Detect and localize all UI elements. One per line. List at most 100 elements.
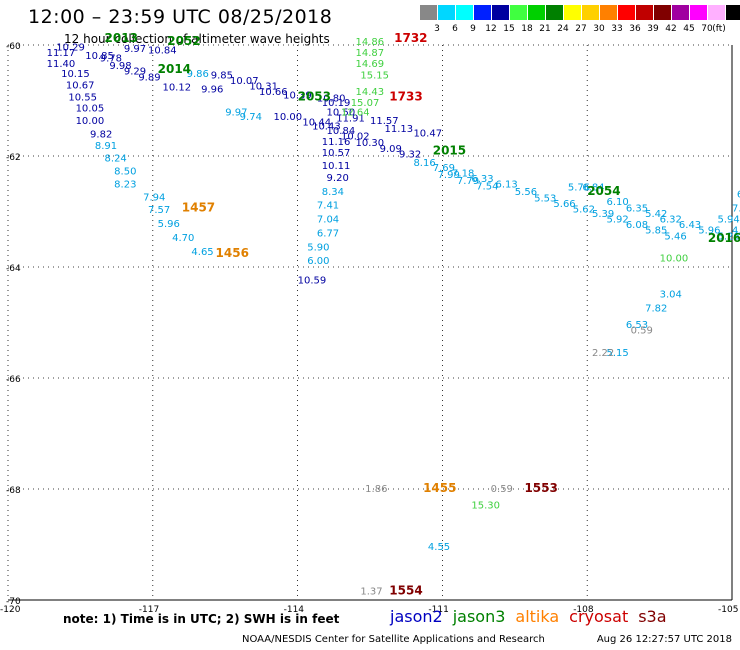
wave-height-value: 9.09 — [380, 144, 402, 155]
wave-height-value: 9.86 — [187, 69, 209, 80]
lon-label: -117 — [139, 605, 159, 615]
wave-height-value: 10.39 — [283, 90, 312, 101]
scale-label: 3 — [434, 24, 440, 34]
pass-id-label: 2016 — [708, 231, 740, 245]
wave-height-value: 6.84 — [582, 182, 604, 193]
scale-label: 33 — [611, 24, 623, 34]
wave-height-value: 10.55 — [68, 93, 97, 104]
wave-height-value: 5.56 — [515, 187, 537, 198]
wave-height-value: 10.84 — [327, 126, 356, 137]
scale-swatch — [708, 5, 725, 20]
wave-height-value: 11.16 — [322, 137, 351, 148]
wave-height-value: 10.15 — [61, 69, 90, 80]
wave-height-value: 6.10 — [607, 197, 629, 208]
wave-height-value: 8.23 — [114, 180, 136, 191]
wave-height-value: 11.17 — [47, 48, 76, 59]
wave-height-value: 10.80 — [317, 94, 346, 105]
wave-height-value: 4.65 — [191, 247, 213, 258]
pass-id-label: 2013 — [105, 31, 138, 45]
lon-label: -105 — [718, 605, 738, 615]
scale-swatch — [438, 5, 455, 20]
wave-height-value: 10.00 — [273, 112, 302, 123]
wave-height-value: 10.02 — [341, 131, 370, 142]
wave-height-value: 7.57 — [148, 205, 170, 216]
wave-height-value: 14.87 — [356, 48, 385, 59]
wave-height-value: 6.08 — [626, 220, 648, 231]
wave-height-value: 9.78 — [100, 54, 122, 65]
scale-swatch — [582, 5, 599, 20]
lat-label: -68 — [6, 486, 21, 496]
scale-label: 12 — [485, 24, 497, 34]
lat-label: -66 — [6, 375, 21, 385]
scale-swatch — [654, 5, 671, 20]
scale-label: 42 — [665, 24, 677, 34]
wave-height-value: 8.34 — [322, 187, 344, 198]
wave-height-value: 11.13 — [384, 124, 413, 135]
wave-height-value: 7.94 — [143, 192, 165, 203]
wave-height-value: 8.50 — [114, 166, 136, 177]
wave-height-value: 11.40 — [47, 59, 76, 70]
scale-swatch — [528, 5, 545, 20]
wave-height-value: 9.29 — [124, 66, 146, 77]
wave-height-value: 5.26 — [718, 231, 740, 242]
wave-height-value: 7.59 — [732, 204, 740, 215]
wave-height-value: 10.50 — [327, 107, 356, 118]
wave-height-value: 6.13 — [495, 180, 517, 191]
scale-swatch — [546, 5, 563, 20]
wave-height-value: 10.00 — [76, 116, 105, 127]
wave-height-value: 14.86 — [356, 37, 385, 48]
wave-height-value: 9.85 — [211, 70, 233, 81]
wave-height-value: 14.43 — [356, 87, 385, 98]
lat-label: -62 — [6, 153, 21, 163]
wave-height-value: 11.57 — [370, 116, 399, 127]
scale-swatch — [492, 5, 509, 20]
wave-height-value: 9.97 — [124, 44, 146, 55]
lat-label: -60 — [6, 42, 21, 52]
wave-height-value: 5.85 — [645, 226, 667, 237]
wave-height-value: 10.11 — [322, 161, 351, 172]
wave-height-value: 2.22 — [592, 348, 614, 359]
footer-agency: NOAA/NESDIS Center for Satellite Applica… — [242, 634, 545, 645]
lat-label: -70 — [6, 597, 21, 607]
wave-height-value: 9.82 — [90, 130, 112, 141]
wave-height-value: 10.00 — [660, 253, 689, 264]
scale-swatch — [420, 5, 437, 20]
pass-id-label: 2053 — [298, 90, 331, 104]
satellite-legend: jason2 jason3 altika cryosat s3a — [390, 607, 677, 626]
wave-height-value: 10.29 — [56, 43, 85, 54]
scale-label: 15 — [503, 24, 515, 34]
wave-height-value: 10.67 — [66, 80, 95, 91]
legend-altika: altika — [515, 607, 560, 626]
legend-cryosat: cryosat — [569, 607, 629, 626]
wave-height-value: 10.59 — [298, 276, 327, 287]
pass-id-label: 2052 — [167, 34, 200, 48]
wave-height-value: 15.07 — [351, 98, 380, 109]
scale-swatch — [510, 5, 527, 20]
scale-label: 30 — [593, 24, 605, 34]
wave-height-value: 6.35 — [626, 204, 648, 215]
lon-label: -114 — [284, 605, 305, 615]
wave-height-value: 8.16 — [413, 158, 435, 169]
wave-height-value: 10.30 — [356, 138, 385, 149]
scale-label: 36 — [629, 24, 641, 34]
wave-height-value: 6.32 — [660, 215, 682, 226]
wave-height-value: 10.57 — [322, 148, 351, 159]
legend-s3a: s3a — [638, 607, 667, 626]
wave-height-value: 6.43 — [679, 220, 701, 231]
scale-swatch — [636, 5, 653, 20]
scale-label: 70 — [701, 24, 713, 34]
wave-height-value: 10.19 — [322, 98, 351, 109]
wave-height-value: 15.15 — [360, 70, 389, 81]
wave-height-value: 9.74 — [240, 112, 262, 123]
wave-height-value: 0.59 — [631, 326, 653, 337]
pass-id-label: 1455 — [423, 481, 456, 495]
wave-height-value: 7.69 — [433, 163, 455, 174]
wave-height-value: 6.79 — [737, 190, 740, 201]
scale-swatch — [564, 5, 581, 20]
wave-height-value: 5.39 — [592, 209, 614, 220]
wave-height-value: 14.69 — [356, 59, 385, 70]
scale-swatch — [474, 5, 491, 20]
scale-label: 27 — [575, 24, 587, 34]
wave-height-value: 6.77 — [317, 228, 339, 239]
lat-label: -64 — [6, 264, 21, 274]
